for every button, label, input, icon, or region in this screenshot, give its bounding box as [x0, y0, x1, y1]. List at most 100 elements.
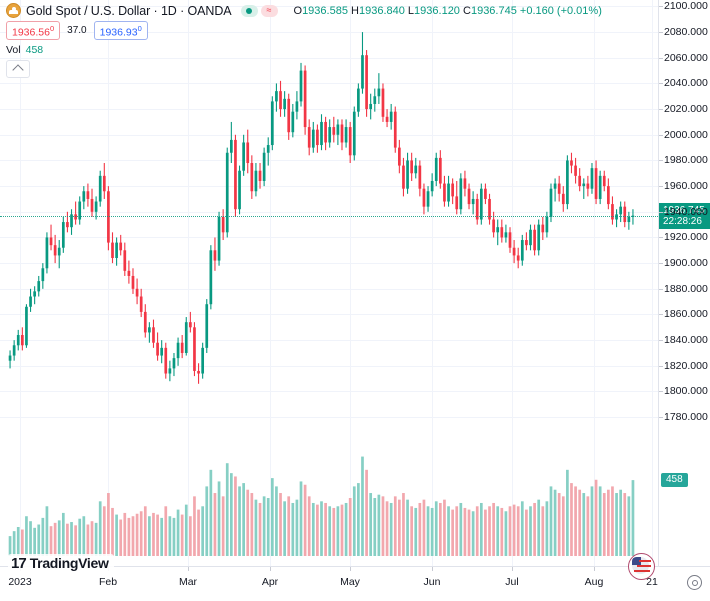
tradingview-logo[interactable]: 17 TradingView — [8, 554, 114, 573]
price-axis-tick — [659, 6, 663, 8]
price-axis-tick — [659, 340, 663, 342]
price-axis-label: 1980.000 — [664, 154, 708, 167]
gridline-vertical — [270, 0, 271, 566]
price-axis[interactable]: 1936.745 22:28:26 458 2100.000 2080.000 20… — [658, 0, 710, 566]
ask-badge[interactable]: 1936.930 — [93, 20, 148, 41]
price-axis-label: 2080.000 — [664, 26, 708, 39]
gridline-horizontal — [0, 340, 658, 342]
time-axis-tick — [594, 567, 595, 571]
chevron-up-icon — [12, 64, 24, 76]
bid-fraction: 0 — [49, 23, 55, 33]
price-axis-label: 1840.000 — [664, 334, 708, 347]
price-axis-label: 1960.000 — [664, 180, 708, 193]
price-axis-tick — [659, 263, 663, 265]
series-visibility-toggle[interactable] — [240, 4, 258, 17]
ask-value: 1936.93 — [99, 26, 138, 39]
time-axis-label: Mar — [178, 576, 198, 588]
gridline-horizontal — [0, 263, 658, 265]
time-axis-label: Jun — [423, 576, 441, 588]
time-axis[interactable]: 2023 Feb Mar Apr May Jun Jul Aug 21 — [0, 566, 710, 601]
price-axis-label: 1940.000 — [664, 205, 708, 218]
volume-label: Vol — [6, 44, 21, 56]
close-label: C — [463, 4, 471, 17]
time-axis-label: 21 — [646, 576, 658, 588]
time-axis-label: Feb — [98, 576, 118, 588]
price-axis-tick — [659, 109, 663, 111]
collapse-pane-button[interactable] — [6, 60, 30, 78]
price-axis-tick — [659, 314, 663, 316]
price-axis-label: 2000.000 — [664, 128, 708, 141]
ohlc-values: O1936.585 H1936.840 L1936.120 C1936.745 … — [294, 5, 602, 17]
bid-ask-row: 1936.560 37.0 1936.930 — [6, 20, 602, 41]
price-axis-label: 1920.000 — [664, 231, 708, 244]
price-change: +0.160 — [519, 4, 554, 17]
current-price-value: 1936.745 — [663, 204, 705, 216]
gridline-vertical — [20, 0, 21, 566]
time-axis-label: Jul — [505, 576, 519, 588]
price-axis-label: 2020.000 — [664, 103, 708, 116]
price-axis-label: 2040.000 — [664, 77, 708, 90]
current-price-line — [0, 215, 658, 217]
high-label: H — [351, 4, 359, 17]
high-value: 1936.840 — [358, 4, 405, 17]
gridline-vertical — [188, 0, 189, 566]
price-axis-tick — [659, 83, 663, 85]
gridline-vertical — [594, 0, 595, 566]
price-axis-tick — [659, 160, 663, 162]
ask-fraction: 0 — [137, 23, 142, 33]
spread-value: 37.0 — [67, 25, 87, 36]
gridline-vertical — [350, 0, 351, 566]
price-axis-tick — [659, 211, 663, 213]
symbol-flag-marker[interactable] — [628, 553, 655, 580]
volume-value: 458 — [25, 44, 44, 56]
wave-toggle[interactable]: ≈ — [260, 4, 278, 17]
gridline-horizontal — [0, 314, 658, 316]
legend-title-row: Gold Spot / U.S. Dollar · 1D · OANDA ≈ O… — [6, 3, 602, 18]
gridline-horizontal — [0, 391, 658, 393]
gridline-vertical — [432, 0, 433, 566]
time-axis-tick — [270, 567, 271, 571]
price-axis-label: 1820.000 — [664, 359, 708, 372]
gridline-horizontal — [0, 365, 658, 367]
time-axis-label: 2023 — [8, 576, 32, 588]
price-axis-label: 1860.000 — [664, 308, 708, 321]
price-axis-label: 1900.000 — [664, 257, 708, 270]
chart-pane[interactable] — [0, 0, 658, 566]
low-label: L — [407, 4, 415, 17]
current-price-time: 22:28:26 — [663, 215, 702, 227]
time-axis-label: Apr — [261, 576, 279, 588]
bid-badge[interactable]: 1936.560 — [6, 20, 61, 41]
low-value: 1936.120 — [414, 4, 460, 17]
open-value: 1936.585 — [302, 4, 348, 17]
gridline-horizontal — [0, 288, 658, 290]
gridline-horizontal — [0, 32, 658, 34]
price-axis-tick — [659, 134, 663, 136]
candlestick-series — [8, 32, 635, 556]
price-axis-label: 1800.000 — [664, 385, 708, 398]
price-axis-tick — [659, 417, 663, 419]
price-axis-tick — [659, 186, 663, 188]
tradingview-wordmark: TradingView — [29, 555, 109, 571]
settings-gear-icon[interactable] — [687, 575, 702, 590]
time-axis-tick — [512, 567, 513, 571]
price-axis-tick — [659, 365, 663, 367]
price-change-percent: (+0.01%) — [556, 4, 602, 17]
price-axis-label: 2100.000 — [664, 0, 708, 13]
symbol-title[interactable]: Gold Spot / U.S. Dollar · 1D · OANDA — [26, 3, 232, 18]
gridline-horizontal — [0, 417, 658, 419]
bid-value: 1936.56 — [12, 26, 50, 39]
price-axis-label: 2060.000 — [664, 51, 708, 64]
price-axis-tick — [659, 32, 663, 34]
close-value: 1936.745 — [470, 4, 517, 17]
gridline-vertical — [108, 0, 109, 566]
tradingview-mark-icon: 17 — [11, 555, 27, 572]
gridline-horizontal — [0, 160, 658, 162]
gridline-horizontal — [0, 186, 658, 188]
gridline-horizontal — [0, 237, 658, 239]
gridline-horizontal — [0, 57, 658, 59]
price-axis-tick — [659, 288, 663, 290]
gridline-horizontal — [0, 109, 658, 111]
gridline-horizontal — [0, 211, 658, 213]
price-axis-tick — [659, 57, 663, 59]
gridline-horizontal — [0, 83, 658, 85]
